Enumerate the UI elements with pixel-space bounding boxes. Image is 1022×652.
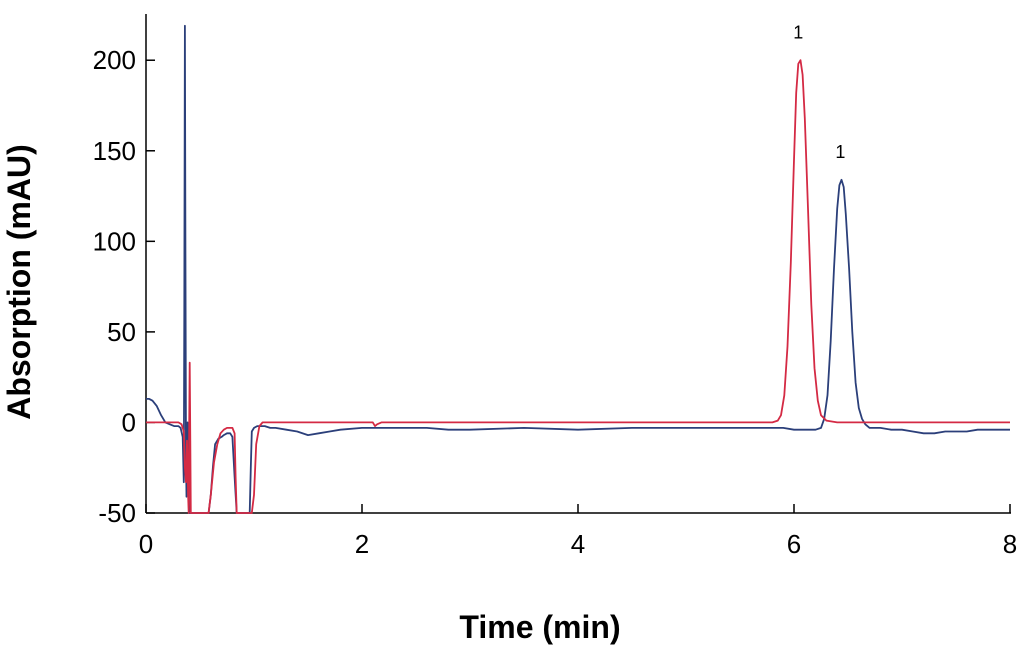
x-tick-label: 4 bbox=[571, 529, 585, 559]
x-axis-title: Time (min) bbox=[459, 609, 620, 645]
y-tick-label: 100 bbox=[93, 226, 136, 256]
series-line-2 bbox=[146, 59, 1010, 514]
x-tick-label: 8 bbox=[1003, 529, 1017, 559]
series-layer bbox=[146, 24, 1010, 514]
y-tick-label: 150 bbox=[93, 136, 136, 166]
peak-label: 1 bbox=[835, 142, 845, 162]
peak-label: 1 bbox=[793, 22, 803, 42]
y-tick-label: 200 bbox=[93, 45, 136, 75]
series-line-1 bbox=[146, 24, 1010, 514]
y-tick-label: 0 bbox=[122, 407, 136, 437]
x-tick-label: 2 bbox=[355, 529, 369, 559]
y-axis-title: Absorption (mAU) bbox=[1, 144, 37, 420]
x-tick-label: 0 bbox=[139, 529, 153, 559]
axes bbox=[145, 14, 1011, 514]
y-tick-label: -50 bbox=[98, 498, 136, 528]
x-tick-label: 6 bbox=[787, 529, 801, 559]
y-tick-label: 50 bbox=[107, 317, 136, 347]
peak-annotations: 11 bbox=[793, 22, 845, 162]
